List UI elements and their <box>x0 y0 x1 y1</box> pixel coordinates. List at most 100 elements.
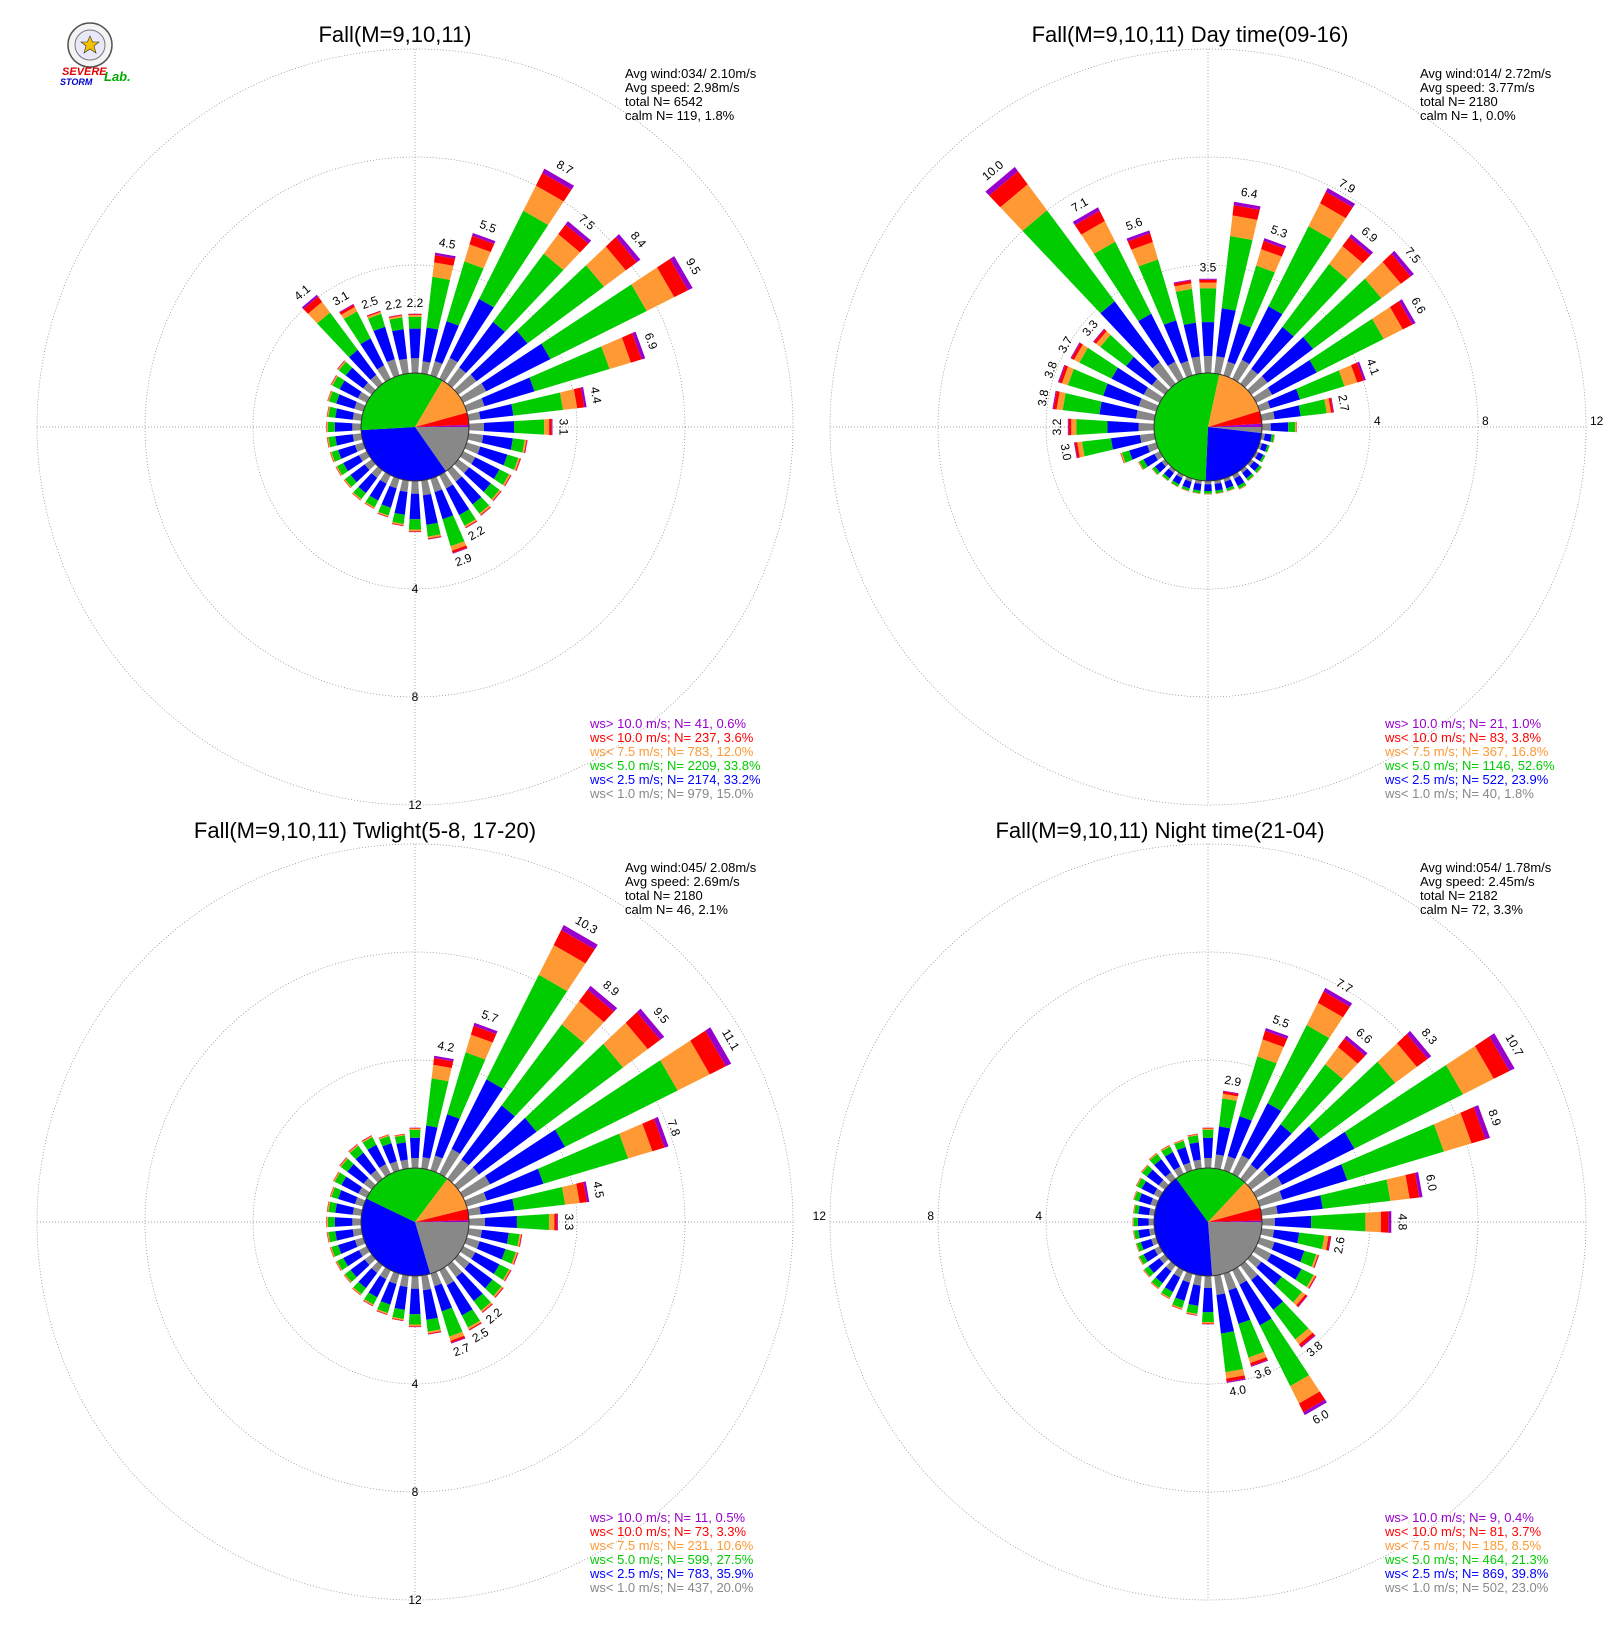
bar-segment <box>431 1064 452 1082</box>
bar-segment <box>377 512 389 518</box>
bar-segment <box>411 1275 419 1289</box>
logo-text-storm: STORM <box>60 77 93 87</box>
bar-segment <box>1067 418 1069 436</box>
bar-segment <box>357 391 370 403</box>
ring-label: 8 <box>927 1209 934 1223</box>
bar-segment <box>1000 184 1048 231</box>
logo-text-lab: Lab. <box>104 69 131 84</box>
bar-segment <box>445 484 470 516</box>
bar-segment <box>1164 1273 1181 1293</box>
bar-segment <box>576 1181 587 1203</box>
ring-label: 4 <box>412 582 419 596</box>
legend-entry: ws< 10.0 m/s; N= 237, 3.6% <box>589 730 754 745</box>
bar-segment <box>494 1287 504 1298</box>
bar-segment <box>399 358 409 375</box>
legend-entry: ws< 10.0 m/s; N= 81, 3.7% <box>1384 1524 1542 1539</box>
bar-segment <box>454 1167 479 1190</box>
pie-slice <box>1154 373 1220 481</box>
bar-segment <box>379 1267 391 1280</box>
bar-segment <box>409 1137 421 1158</box>
bar-segment <box>1232 1155 1250 1177</box>
bar-segment <box>1186 1313 1198 1316</box>
bar-segment <box>303 296 323 314</box>
wind-rose-panel: Fall(M=9,10,11) 4 8 12 2.2 4.5 5.5 8.7 7.5 8.4 9.5… <box>36 22 794 812</box>
bar-segment <box>1317 991 1350 1018</box>
bar-segment <box>1202 1129 1214 1138</box>
bar-segment <box>343 479 351 489</box>
bar-segment <box>1202 1312 1214 1322</box>
bar-segment <box>370 1169 383 1183</box>
bar-segment <box>464 398 485 412</box>
bar-segment <box>408 1314 422 1325</box>
legend-entry: ws< 2.5 m/s; N= 869, 39.8% <box>1384 1566 1549 1581</box>
bar-segment <box>1121 450 1133 463</box>
bar-label: 5.5 <box>1271 1012 1292 1031</box>
bar-segment <box>1219 1098 1237 1129</box>
bar-segment <box>1192 492 1201 494</box>
bar-segment <box>340 1158 354 1172</box>
bar-segment <box>483 1168 544 1201</box>
bar-segment <box>1223 476 1231 482</box>
bar-segment <box>1068 418 1072 436</box>
bar-segment <box>329 1186 334 1197</box>
bar-segment <box>1267 1024 1330 1111</box>
bar-segment <box>1150 1282 1159 1290</box>
bar-label: 9.5 <box>683 256 704 278</box>
bar-segment <box>389 1161 400 1173</box>
bar-segment <box>421 1274 431 1291</box>
bar-segment <box>1489 1033 1515 1072</box>
bar-segment <box>441 1307 463 1337</box>
bar-label: 3.7 <box>1055 334 1076 356</box>
bar-segment <box>632 331 646 360</box>
bar-segment <box>479 210 549 308</box>
bar-segment <box>348 1143 358 1152</box>
legend-entry: ws< 7.5 m/s; N= 783, 12.0% <box>589 744 754 759</box>
bar-segment <box>1215 492 1224 494</box>
bar-segment <box>1309 1061 1396 1140</box>
bar-segment <box>1052 390 1057 410</box>
bar-segment <box>1202 1128 1214 1130</box>
bar-segment <box>619 1123 653 1159</box>
bar-segment <box>1296 421 1297 433</box>
bar-segment <box>371 466 383 478</box>
bar-segment <box>464 519 477 528</box>
bar-segment <box>515 458 521 471</box>
bar-segment <box>1274 1215 1312 1229</box>
bar-segment <box>1253 387 1273 403</box>
bar-segment <box>1226 485 1235 492</box>
bar-segment <box>427 534 442 539</box>
bar-segment <box>1204 480 1212 485</box>
bar-segment <box>348 349 377 380</box>
bar-segment <box>408 314 422 315</box>
bar-segment <box>330 1246 335 1258</box>
bar-segment <box>1061 366 1074 386</box>
bar-label: 7.9 <box>1336 176 1358 197</box>
bar-segment <box>1325 187 1356 208</box>
stat-line: Avg wind:014/ 2.72m/s <box>1420 66 1552 81</box>
center-pie <box>360 372 470 482</box>
bar-segment <box>1133 1230 1136 1240</box>
bar-segment <box>1136 1177 1142 1187</box>
wind-rose-panel: Fall(M=9,10,11) Twlight(5-8, 17-20) 4 8 12 4… <box>36 818 794 1607</box>
bar-segment <box>511 1252 518 1265</box>
bar-segment <box>339 303 354 313</box>
bar-segment <box>1143 1269 1150 1278</box>
bar-segment <box>1265 1027 1289 1039</box>
bar-segment <box>1172 1297 1185 1309</box>
bar-segment <box>1203 356 1213 374</box>
bar-segment <box>493 1286 503 1298</box>
bar-segment <box>1262 1030 1288 1048</box>
bar-segment <box>394 1133 405 1137</box>
bar-segment <box>479 404 514 420</box>
bar-segment <box>522 439 527 454</box>
bar-segment <box>408 529 422 532</box>
bar-segment <box>493 491 502 502</box>
bar-segment <box>391 1318 404 1322</box>
bar-segment <box>1143 1269 1151 1278</box>
bar-label: 6.9 <box>1359 224 1381 246</box>
bar-segment <box>1214 356 1225 375</box>
bar-segment <box>1247 1254 1262 1268</box>
bar-segment <box>1239 485 1247 490</box>
bar-segment <box>454 1254 470 1269</box>
